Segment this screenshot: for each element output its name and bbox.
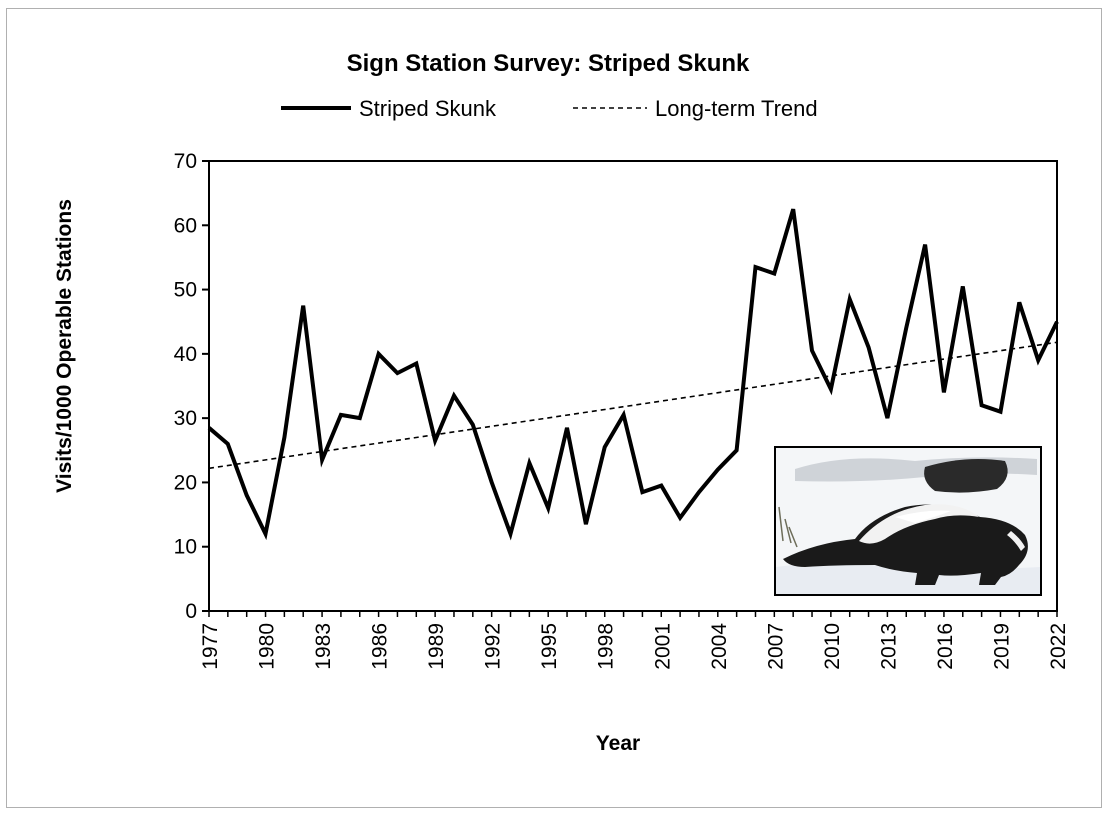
x-tick-label: 1998 [595, 623, 618, 670]
plot-area [208, 160, 1058, 612]
striped-skunk-line [207, 208, 1059, 541]
x-tick-label: 1983 [312, 623, 335, 670]
x-tick-label: 1989 [425, 623, 448, 670]
y-axis-title: Visits/1000 Operable Stations [53, 199, 76, 493]
x-tick-label: 2019 [990, 623, 1013, 670]
y-tick-label: 30 [174, 407, 197, 430]
chart-frame: Sign Station Survey: Striped Skunk Strip… [6, 8, 1102, 808]
y-tick-label: 50 [174, 279, 197, 302]
y-tick-label: 40 [174, 343, 197, 366]
x-tick-label: 2010 [821, 623, 844, 670]
x-tick-label: 1986 [369, 623, 392, 670]
x-tick-label: 1992 [482, 623, 505, 670]
striped-skunk-photo [774, 446, 1042, 596]
x-axis-title: Year [596, 732, 640, 755]
x-tick-label: 2013 [877, 623, 900, 670]
y-tick-label: 20 [174, 471, 197, 494]
y-tick-label: 60 [174, 214, 197, 237]
x-tick-label: 1977 [199, 623, 222, 670]
x-axis-ticks: 1977 1980 1983 1986 1989 1992 1995 1998 2001 2004… [199, 611, 1070, 670]
x-tick-label: 2007 [764, 623, 787, 670]
x-tick-label: 2004 [708, 623, 731, 670]
chart-title: Sign Station Survey: Striped Skunk [347, 50, 750, 77]
x-tick-label: 1980 [256, 623, 279, 670]
x-tick-label: 1995 [538, 623, 561, 670]
y-tick-label: 10 [174, 536, 197, 559]
legend: Striped Skunk Long-term Trend [281, 96, 818, 121]
x-tick-label: 2016 [934, 623, 957, 670]
y-axis-ticks: 0 10 20 30 40 50 60 70 [174, 150, 209, 623]
y-tick-label: 0 [185, 600, 197, 623]
x-tick-label: 2022 [1047, 623, 1070, 670]
y-tick-label: 70 [174, 150, 197, 173]
legend-label-striped-skunk: Striped Skunk [359, 96, 497, 121]
legend-label-long-term-trend: Long-term Trend [655, 96, 818, 121]
x-tick-label: 2001 [651, 623, 674, 670]
trend-line [208, 341, 1058, 470]
chart: Sign Station Survey: Striped Skunk Strip… [53, 50, 1070, 755]
